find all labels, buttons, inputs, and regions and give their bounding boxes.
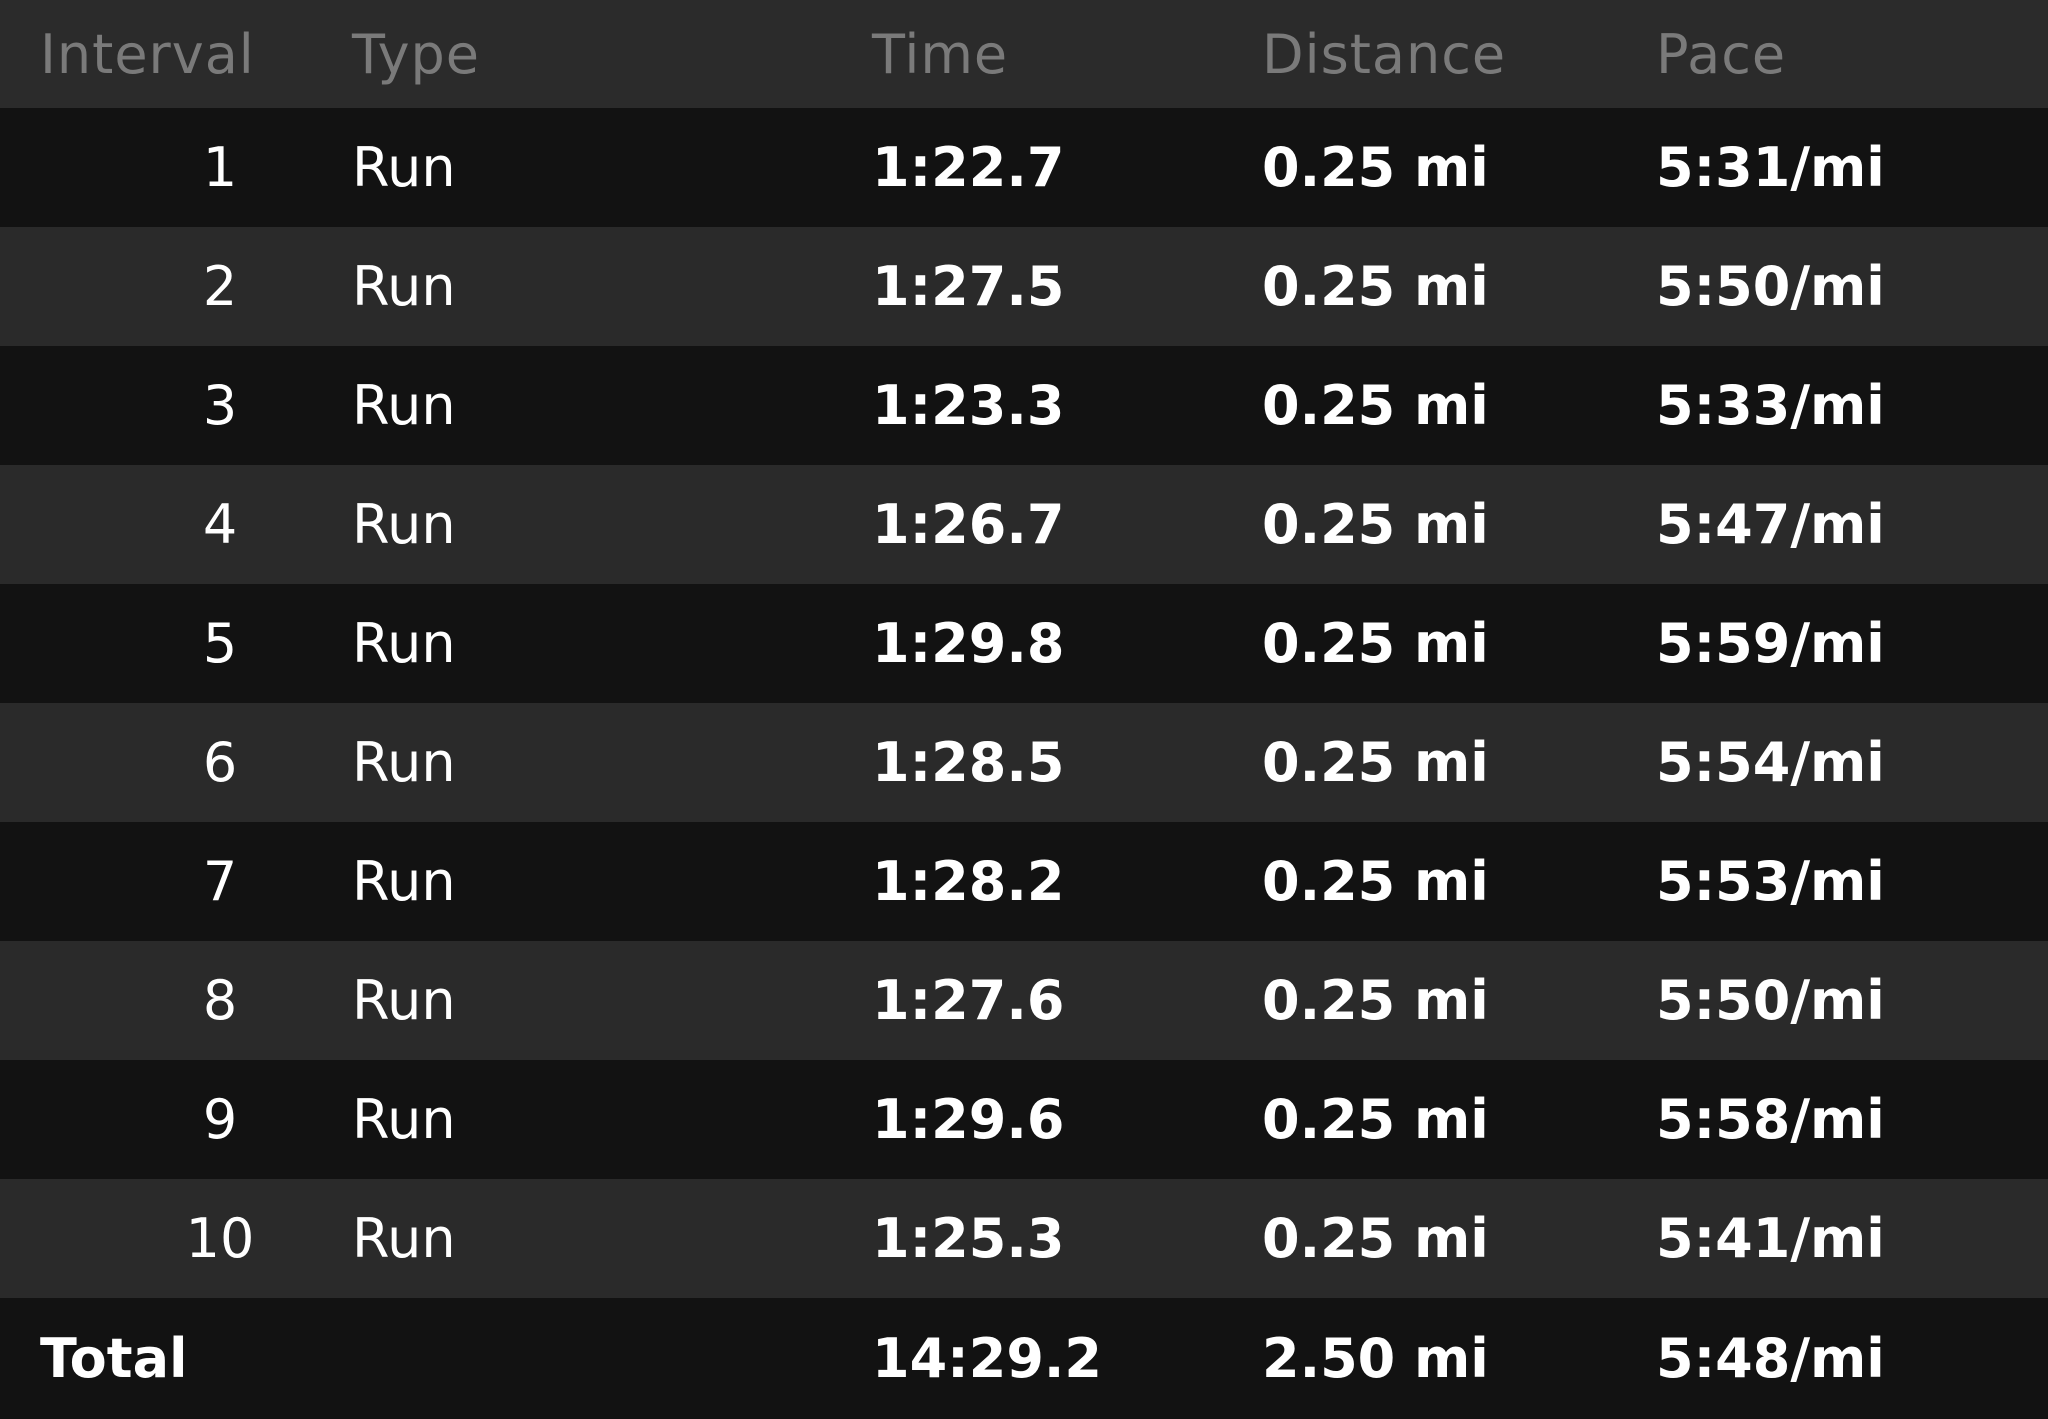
interval-pace: 5:50/mi xyxy=(1656,969,1885,1032)
interval-time: 1:27.6 xyxy=(872,969,1065,1032)
interval-pace: 5:47/mi xyxy=(1656,493,1885,556)
interval-number: 1 xyxy=(202,136,238,199)
interval-time: 1:28.5 xyxy=(872,731,1065,794)
header-time: Time xyxy=(872,22,1009,86)
total-distance: 2.50 mi xyxy=(1262,1326,1489,1390)
interval-distance: 0.25 mi xyxy=(1262,1088,1489,1151)
interval-type: Run xyxy=(352,969,456,1032)
interval-pace: 5:33/mi xyxy=(1656,374,1885,437)
interval-number: 6 xyxy=(202,731,238,794)
interval-number: 4 xyxy=(202,493,238,556)
table-row: 7 Run 1:28.2 0.25 mi 5:53/mi xyxy=(0,822,2048,941)
interval-number: 10 xyxy=(185,1207,255,1270)
table-row: 5 Run 1:29.8 0.25 mi 5:59/mi xyxy=(0,584,2048,703)
interval-distance: 0.25 mi xyxy=(1262,850,1489,913)
interval-pace: 5:53/mi xyxy=(1656,850,1885,913)
interval-type: Run xyxy=(352,612,456,675)
table-header-row: Interval Type Time Distance Pace xyxy=(0,0,2048,108)
total-pace: 5:48/mi xyxy=(1656,1326,1885,1390)
interval-type: Run xyxy=(352,255,456,318)
interval-pace: 5:58/mi xyxy=(1656,1088,1885,1151)
interval-type: Run xyxy=(352,731,456,794)
interval-time: 1:27.5 xyxy=(872,255,1065,318)
interval-pace: 5:59/mi xyxy=(1656,612,1885,675)
table-row: 9 Run 1:29.6 0.25 mi 5:58/mi xyxy=(0,1060,2048,1179)
header-type: Type xyxy=(352,22,481,86)
interval-distance: 0.25 mi xyxy=(1262,493,1489,556)
interval-type: Run xyxy=(352,136,456,199)
interval-type: Run xyxy=(352,374,456,437)
header-pace: Pace xyxy=(1656,22,1787,86)
interval-pace: 5:50/mi xyxy=(1656,255,1885,318)
interval-number: 2 xyxy=(202,255,238,318)
interval-time: 1:28.2 xyxy=(872,850,1065,913)
interval-number: 7 xyxy=(202,850,238,913)
interval-distance: 0.25 mi xyxy=(1262,969,1489,1032)
interval-pace: 5:31/mi xyxy=(1656,136,1885,199)
interval-distance: 0.25 mi xyxy=(1262,731,1489,794)
header-distance: Distance xyxy=(1262,22,1507,86)
interval-time: 1:25.3 xyxy=(872,1207,1065,1270)
interval-pace: 5:54/mi xyxy=(1656,731,1885,794)
interval-distance: 0.25 mi xyxy=(1262,136,1489,199)
interval-number: 8 xyxy=(202,969,238,1032)
interval-distance: 0.25 mi xyxy=(1262,255,1489,318)
interval-distance: 0.25 mi xyxy=(1262,1207,1489,1270)
interval-time: 1:22.7 xyxy=(872,136,1065,199)
interval-type: Run xyxy=(352,493,456,556)
total-row: Total 14:29.2 2.50 mi 5:48/mi xyxy=(0,1298,2048,1418)
table-row: 3 Run 1:23.3 0.25 mi 5:33/mi xyxy=(0,346,2048,465)
table-row: 6 Run 1:28.5 0.25 mi 5:54/mi xyxy=(0,703,2048,822)
interval-type: Run xyxy=(352,1207,456,1270)
interval-number: 3 xyxy=(202,374,238,437)
interval-number: 5 xyxy=(202,612,238,675)
interval-distance: 0.25 mi xyxy=(1262,374,1489,437)
interval-time: 1:29.6 xyxy=(872,1088,1065,1151)
table-row: 8 Run 1:27.6 0.25 mi 5:50/mi xyxy=(0,941,2048,1060)
table-row: 1 Run 1:22.7 0.25 mi 5:31/mi xyxy=(0,108,2048,227)
interval-number: 9 xyxy=(202,1088,238,1151)
interval-time: 1:26.7 xyxy=(872,493,1065,556)
total-label: Total xyxy=(40,1326,188,1390)
header-interval: Interval xyxy=(40,22,255,86)
interval-time: 1:23.3 xyxy=(872,374,1065,437)
interval-distance: 0.25 mi xyxy=(1262,612,1489,675)
table-row: 2 Run 1:27.5 0.25 mi 5:50/mi xyxy=(0,227,2048,346)
interval-time: 1:29.8 xyxy=(872,612,1065,675)
table-row: 4 Run 1:26.7 0.25 mi 5:47/mi xyxy=(0,465,2048,584)
table-row: 10 Run 1:25.3 0.25 mi 5:41/mi xyxy=(0,1179,2048,1298)
total-time: 14:29.2 xyxy=(872,1326,1102,1390)
interval-type: Run xyxy=(352,1088,456,1151)
interval-type: Run xyxy=(352,850,456,913)
interval-pace: 5:41/mi xyxy=(1656,1207,1885,1270)
